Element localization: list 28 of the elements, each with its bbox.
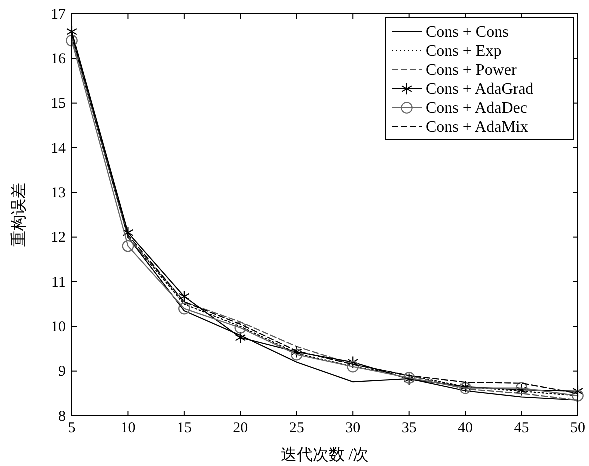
y-tick-label: 14 [51, 140, 66, 157]
x-tick-label: 35 [402, 420, 417, 437]
x-tick-label: 20 [233, 420, 248, 437]
legend-label: Cons + Cons [426, 24, 509, 41]
x-axis-title: 迭代次数 /次 [280, 446, 370, 464]
y-axis-title: 重构误差 [10, 183, 28, 247]
legend-label: Cons + AdaMix [426, 119, 528, 136]
legend-label: Cons + Power [426, 62, 518, 79]
y-tick-label: 15 [51, 96, 66, 112]
x-tick-label: 5 [68, 420, 76, 437]
x-tick-label: 45 [514, 420, 530, 437]
x-tick-label: 10 [120, 420, 136, 437]
y-tick-label: 11 [52, 274, 66, 291]
x-tick-label: 30 [346, 420, 361, 437]
y-tick-label: 9 [58, 364, 66, 380]
y-tick-label: 16 [51, 51, 66, 68]
y-tick-label: 17 [51, 6, 66, 23]
x-tick-label: 15 [176, 420, 192, 437]
legend-label: Cons + AdaGrad [426, 81, 534, 98]
x-tick-label: 50 [570, 420, 586, 437]
x-tick-label: 25 [289, 420, 304, 437]
y-tick-label: 8 [58, 408, 66, 425]
x-tick-label: 40 [458, 420, 474, 437]
y-tick-label: 10 [51, 319, 66, 336]
legend-label: Cons + Exp [426, 43, 502, 60]
y-tick-label: 12 [51, 230, 66, 246]
y-tick-label: 13 [51, 185, 66, 202]
legend-label: Cons + AdaDec [426, 100, 528, 117]
